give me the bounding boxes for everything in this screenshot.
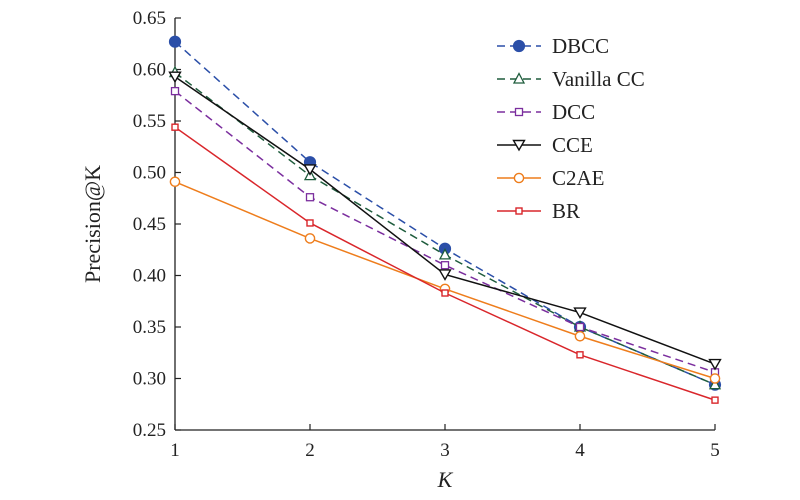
- vanilla-cc-point: [438, 248, 452, 260]
- legend-label: C2AE: [552, 166, 605, 190]
- cce-point: [573, 307, 587, 319]
- legend: DBCC Vanilla CC DCC CCE C2AE BR: [497, 34, 645, 223]
- legend-label: CCE: [552, 133, 593, 157]
- y-ticks: 0.25 0.30 0.35 0.40 0.45 0.50 0.55 0.60 0.65: [133, 8, 181, 441]
- br-point: [171, 123, 179, 131]
- series-br: [171, 123, 719, 404]
- x-tick-label: 2: [305, 440, 315, 461]
- y-tick-label: 0.65: [133, 8, 166, 29]
- legend-marker: [513, 172, 525, 184]
- legend-label: Vanilla CC: [552, 67, 645, 91]
- legend-label: DBCC: [552, 34, 609, 58]
- legend-marker: [515, 207, 523, 215]
- br-point: [306, 219, 314, 227]
- series-dcc: [170, 86, 720, 377]
- br-point: [441, 289, 449, 297]
- y-axis-title: Precision@K: [80, 165, 105, 283]
- vanilla-cc-line: [174, 71, 716, 386]
- c2ae-point: [709, 373, 721, 384]
- cce-line: [174, 76, 716, 365]
- dcc-point: [170, 86, 180, 96]
- cce-point: [168, 71, 182, 84]
- x-tick-label: 1: [170, 440, 180, 461]
- dcc-line: [174, 90, 716, 374]
- legend-entry-cce: CCE: [497, 133, 593, 157]
- legend-entry-dbcc: DBCC: [497, 34, 609, 58]
- legend-marker: [512, 72, 526, 84]
- cce-point: [438, 269, 452, 281]
- dcc-point: [440, 261, 450, 270]
- legend-entry-vanilla-cc: Vanilla CC: [497, 67, 645, 91]
- x-tick-label: 4: [575, 440, 585, 461]
- y-tick-label: 0.55: [133, 111, 166, 132]
- y-tick-label: 0.45: [133, 214, 166, 235]
- y-tick-label: 0.30: [133, 369, 166, 390]
- series-cce: [168, 71, 722, 371]
- y-tick-label: 0.50: [133, 163, 166, 184]
- br-point: [576, 351, 584, 359]
- x-axis-title: K: [437, 467, 454, 492]
- br-point: [711, 396, 719, 404]
- legend-entry-c2ae: C2AE: [497, 166, 605, 190]
- vanilla-cc-point: [708, 377, 722, 390]
- legend-marker: [512, 139, 526, 152]
- legend-marker: [514, 107, 524, 117]
- y-tick-label: 0.60: [133, 60, 166, 81]
- dcc-point: [305, 193, 315, 202]
- x-tick-label: 5: [710, 440, 720, 461]
- y-tick-label: 0.40: [133, 266, 166, 287]
- y-tick-label: 0.35: [133, 317, 166, 338]
- c2ae-point: [574, 330, 586, 342]
- cce-point: [303, 164, 317, 176]
- legend-label: BR: [552, 199, 580, 223]
- series-vanilla-cc: [168, 65, 722, 390]
- c2ae-point: [304, 233, 316, 244]
- legend-entry-dcc: DCC: [497, 100, 595, 124]
- legend-label: DCC: [552, 100, 595, 124]
- dcc-point: [575, 322, 585, 332]
- c2ae-point: [169, 176, 181, 188]
- cce-point: [708, 358, 722, 371]
- legend-marker: [512, 39, 526, 53]
- dbcc-point: [168, 35, 182, 48]
- legend-entry-br: BR: [497, 199, 580, 223]
- y-tick-label: 0.25: [133, 420, 166, 441]
- x-ticks: 1 2 3 4 5: [170, 424, 720, 461]
- series-layer: [168, 35, 722, 404]
- x-tick-label: 3: [440, 440, 450, 461]
